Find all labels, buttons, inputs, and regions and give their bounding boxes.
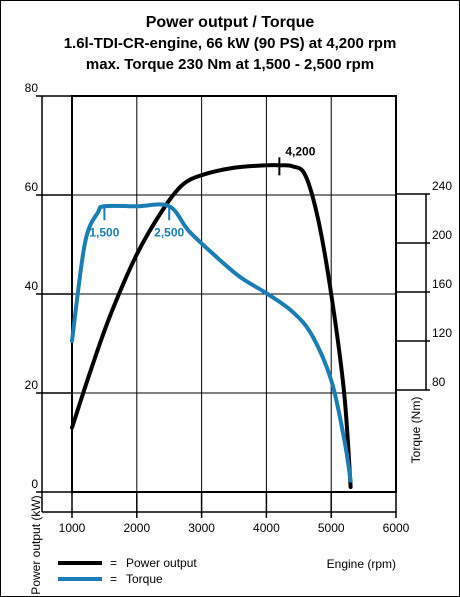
peak-power-label: 4,200 (285, 144, 315, 158)
legend-torque-label: Torque (126, 572, 163, 586)
left-tick-label: 0 (31, 477, 38, 491)
chart-subtitle-engine: 1.6l-TDI-CR-engine, 66 kW (90 PS) at 4,2… (63, 35, 397, 52)
torque-line (70, 202, 353, 483)
bottom-tick-label: 5000 (318, 521, 345, 535)
x-axis-label: Engine (rpm) (327, 557, 396, 571)
chart-subtitle-torque: max. Torque 230 Nm at 1,500 - 2,500 rpm (85, 56, 375, 73)
right-axis-label: Torque (Nm) (409, 397, 423, 464)
power-output-line (70, 163, 353, 490)
bottom-tick-label: 1000 (59, 521, 86, 535)
legend-torque-equals: = (110, 572, 117, 586)
torque-1500-label: 1,500 (89, 225, 119, 239)
bottom-tick-label: 3000 (188, 521, 215, 535)
left-tick-label: 20 (25, 378, 39, 392)
left-axis-label: Power output (kW) (29, 495, 43, 594)
torque-2500-label: 2,500 (154, 225, 184, 239)
right-tick-label: 120 (432, 326, 452, 340)
left-tick-label: 40 (25, 279, 39, 293)
bottom-tick-label: 2000 (123, 521, 150, 535)
bottom-tick-label: 6000 (383, 521, 410, 535)
bottom-tick-label: 4000 (253, 521, 280, 535)
legend-power-label: Power output (126, 556, 197, 570)
chart-header: Power output / Torque 1.6l-TDI-CR-engine… (0, 12, 460, 75)
right-tick-label: 160 (432, 277, 452, 291)
right-tick-label: 200 (432, 228, 452, 242)
right-tick-label: 240 (432, 179, 452, 193)
chart-title: Power output / Torque (145, 14, 315, 31)
left-tick-label: 60 (25, 180, 39, 194)
right-tick-label: 80 (432, 375, 446, 389)
left-tick-label: 80 (25, 81, 39, 95)
legend-power-equals: = (110, 556, 117, 570)
